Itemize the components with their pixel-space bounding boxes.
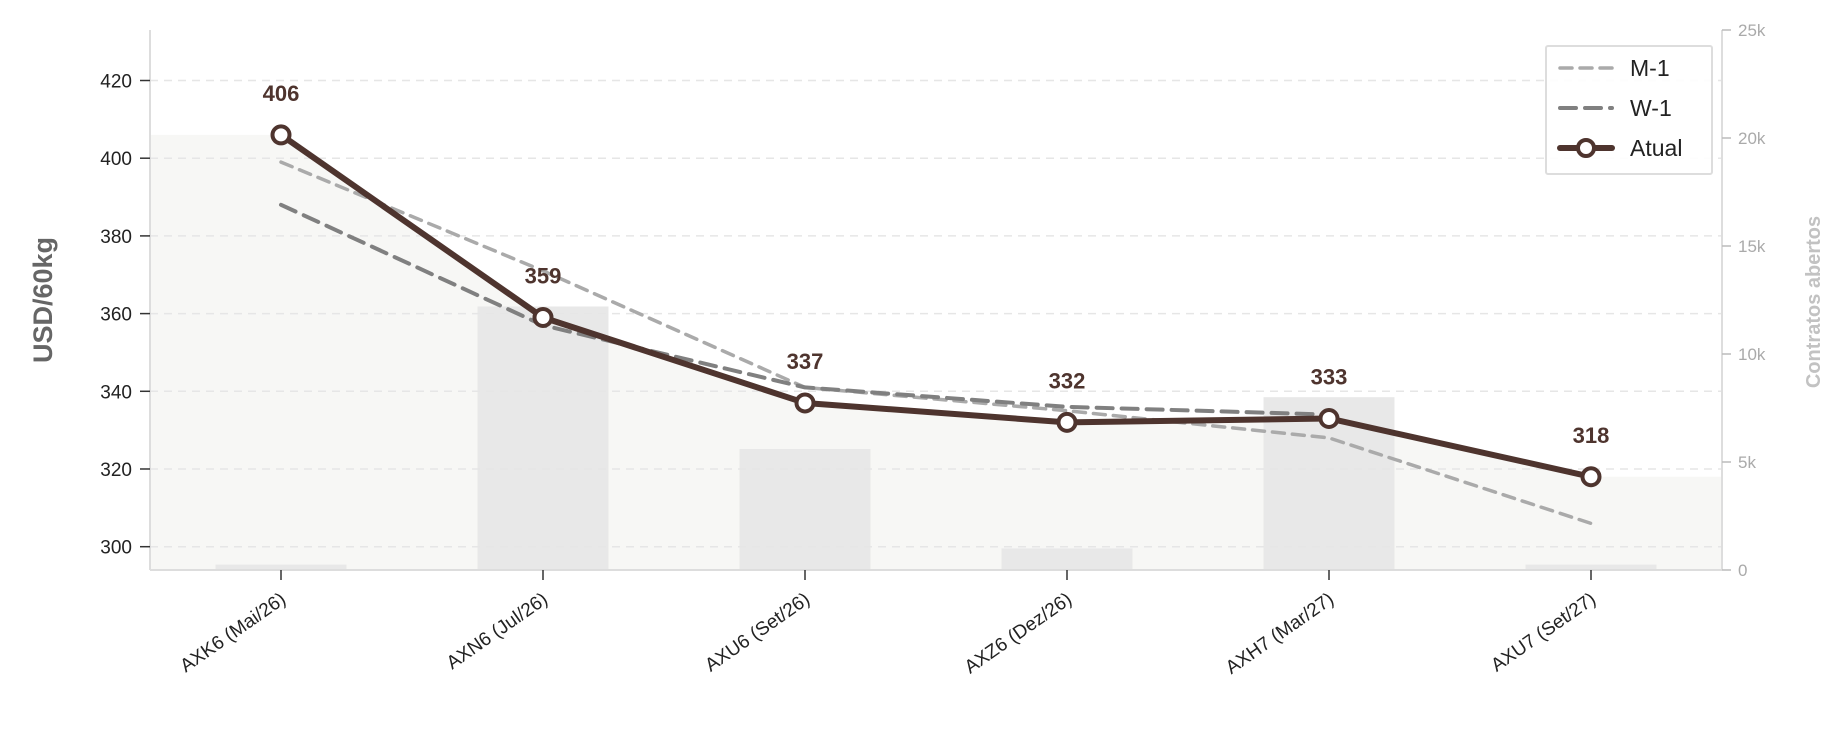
y-tick-label-400: 400 (100, 149, 132, 170)
legend-marker-Atual (1576, 138, 1596, 158)
data-labels: 406 359 337 332 333 318 (263, 81, 1610, 448)
y-tick-label-340: 340 (100, 382, 132, 403)
gridlines (150, 79, 1722, 548)
data-label-0: 406 (263, 81, 300, 106)
x-tick-label-4: AXH7 (Mar/27) (1222, 589, 1338, 679)
series-point-Atual-1 (532, 306, 554, 328)
y-tick-label-300: 300 (100, 538, 132, 559)
data-label-1: 359 (525, 263, 562, 288)
y-tick-label-360: 360 (100, 305, 132, 326)
x-tick-label-3: AXZ6 (Dez/26) (961, 589, 1076, 678)
legend: M-1 W-1 Atual (1545, 45, 1713, 175)
open-interest-bar-2 (739, 449, 871, 570)
data-label-3: 332 (1049, 368, 1086, 393)
x-tick-label-5: AXU7 (Set/27) (1487, 589, 1599, 676)
y2-tick-label-10000: 10k (1738, 345, 1766, 364)
y-axis-title: USD/60kg (28, 237, 58, 363)
open-interest-bar-5 (1525, 564, 1657, 570)
series-point-Atual-5 (1580, 466, 1602, 488)
data-label-2: 337 (787, 349, 824, 374)
legend-label-Atual: Atual (1630, 135, 1682, 161)
y2-tick-label-15000: 15k (1738, 237, 1766, 256)
data-label-5: 318 (1573, 423, 1610, 448)
data-label-4: 333 (1311, 364, 1348, 389)
y2-tick-label-0: 0 (1738, 561, 1747, 580)
open-interest-bar-0 (215, 564, 347, 570)
open-interest-bar-3 (1001, 548, 1133, 570)
x-tick-label-0: AXK6 (Mai/26) (177, 589, 290, 677)
y-tick-label-320: 320 (100, 460, 132, 481)
y2-tick-label-5000: 5k (1738, 453, 1756, 472)
y2-tick-label-20000: 20k (1738, 129, 1766, 148)
series-point-Atual-0 (270, 124, 292, 146)
open-interest-bar-1 (477, 306, 609, 570)
y2-axis-title: Contratos abertos (1803, 216, 1825, 388)
series-point-Atual-3 (1056, 411, 1078, 433)
legend-label-W-1: W-1 (1630, 95, 1672, 121)
y-tick-label-380: 380 (100, 227, 132, 248)
x-tick-label-2: AXU6 (Set/26) (701, 589, 813, 676)
area-fill-layer (150, 134, 1722, 570)
series-point-Atual-2 (794, 392, 816, 414)
series-lines (270, 124, 1602, 526)
y-tick-label-420: 420 (100, 72, 132, 93)
y2-tick-label-25000: 25k (1738, 21, 1766, 40)
series-line-Atual (278, 131, 1594, 480)
series-line-W-1 (279, 202, 1331, 417)
series-point-Atual-4 (1318, 407, 1340, 429)
x-tick-label-1: AXN6 (Jul/26) (443, 589, 552, 674)
legend-label-M-1: M-1 (1630, 55, 1670, 81)
area-fill (150, 134, 1722, 570)
